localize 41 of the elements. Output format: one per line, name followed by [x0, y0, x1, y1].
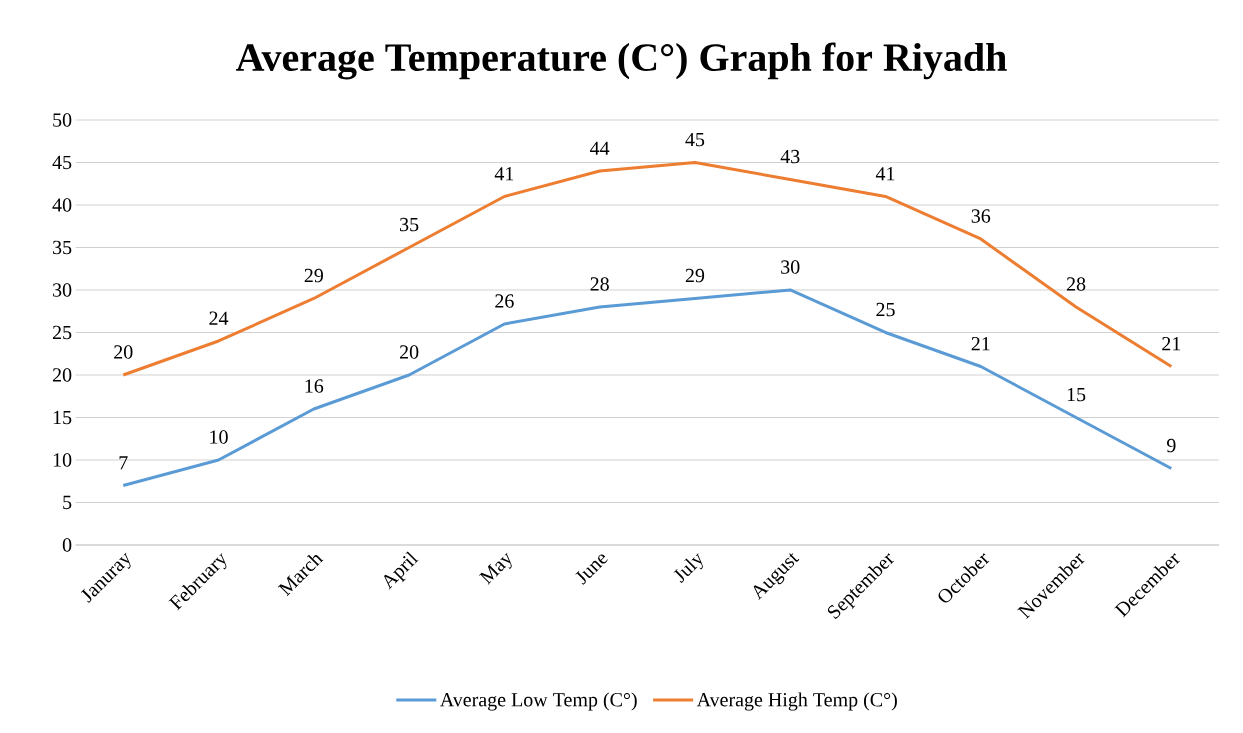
chart-title: Average Temperature (C°) Graph for Riyadh [235, 42, 1007, 80]
y-tick-label: 40 [52, 198, 72, 212]
y-tick-label: 20 [52, 368, 72, 382]
x-tick-label: May [478, 552, 512, 585]
legend-label: Average Low Temp (C°) [439, 692, 637, 711]
data-label: 29 [685, 268, 705, 283]
x-tick-label: July [673, 553, 703, 584]
data-label: 41 [494, 167, 514, 181]
data-label: 28 [1066, 277, 1086, 291]
data-label: 21 [1162, 337, 1181, 351]
data-label: 41 [875, 167, 895, 181]
data-label: 30 [781, 260, 800, 274]
data-label: 21 [971, 337, 990, 351]
data-label: 20 [114, 345, 133, 359]
y-tick-label: 10 [53, 453, 72, 467]
y-tick-label: 50 [53, 113, 72, 127]
data-label: 10 [210, 430, 228, 444]
data-label: 36 [971, 209, 991, 223]
data-label: 35 [400, 217, 419, 232]
data-label: 16 [305, 379, 324, 393]
y-tick-label: 25 [52, 325, 72, 340]
data-label: 28 [590, 277, 609, 291]
y-tick-label: 5 [63, 495, 72, 510]
data-label: 25 [876, 302, 895, 317]
data-label: 44 [590, 141, 610, 155]
data-label: 7 [119, 456, 128, 470]
data-label: 29 [304, 268, 323, 283]
y-tick-label: 45 [52, 155, 72, 170]
legend-label: Average High Temp (C°) [696, 692, 897, 711]
data-label: 45 [685, 132, 705, 147]
data-label: 15 [1067, 387, 1086, 402]
data-label: 43 [780, 149, 800, 164]
data-label: 20 [399, 345, 419, 359]
y-tick-label: 30 [53, 283, 72, 297]
x-tick-label: June [575, 554, 608, 585]
y-tick-label: 35 [53, 240, 72, 255]
data-label: 24 [209, 311, 229, 325]
y-tick-label: 0 [62, 538, 72, 552]
y-tick-label: 15 [53, 410, 72, 425]
data-label: 26 [495, 294, 514, 308]
data-label: 9 [1166, 438, 1176, 453]
